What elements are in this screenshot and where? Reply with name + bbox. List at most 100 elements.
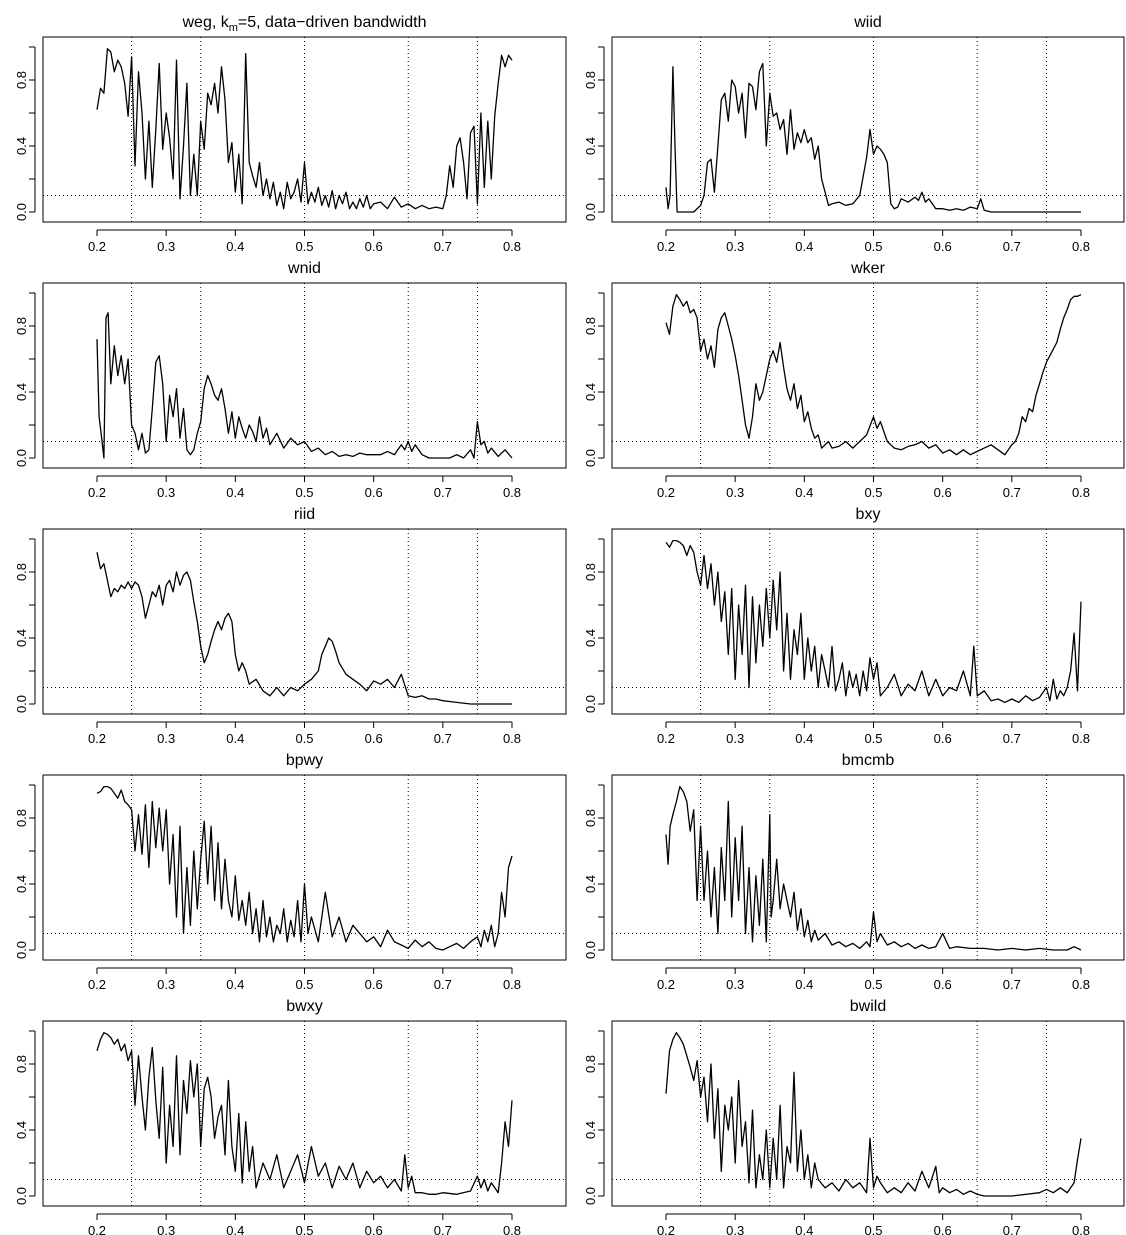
y-tick-label: 0.8 (14, 317, 29, 335)
plot-frame (611, 528, 1125, 715)
y-tick-label: 0.0 (583, 941, 598, 959)
y-tick-label: 0.0 (583, 695, 598, 713)
x-tick-label: 0.8 (1072, 485, 1090, 500)
x-tick-label: 0.2 (88, 977, 106, 992)
x-tick-label: 0.8 (503, 239, 521, 254)
plot-frame (611, 282, 1125, 469)
x-tick-label: 0.5 (864, 977, 882, 992)
x-tick-label: 0.5 (295, 731, 313, 746)
y-tick-label: 0.4 (583, 629, 598, 647)
series-line (96, 312, 513, 459)
panel-title-text: weg, k (181, 14, 229, 31)
x-tick-label: 0.6 (934, 977, 952, 992)
panel-4: riid 0.2 0.3 0.4 0.5 0.6 0.7 0.8 0.0 0.4 0.8 (14, 506, 567, 746)
y-tick-label: 0.0 (583, 1187, 598, 1205)
series-line (96, 1032, 513, 1195)
x-tick-label: 0.5 (864, 1223, 882, 1235)
x-tick-label: 0.2 (657, 731, 675, 746)
x-tick-label: 0.8 (1072, 977, 1090, 992)
plot-frame (611, 774, 1125, 961)
x-tick-label: 0.7 (1003, 1223, 1021, 1235)
panel-2: wnid 0.2 0.3 0.4 0.5 0.6 0.7 0.8 0.0 0.4 0.8 (14, 260, 567, 500)
x-tick-label: 0.3 (726, 239, 744, 254)
x-tick-label: 0.4 (226, 977, 244, 992)
panel-9: bwild 0.2 0.3 0.4 0.5 0.6 0.7 0.8 0.0 0.4 0.8 (583, 998, 1125, 1235)
x-tick-label: 0.3 (157, 485, 175, 500)
panel-title: wker (850, 260, 885, 277)
y-tick-label: 0.8 (583, 317, 598, 335)
y-tick-label: 0.4 (583, 137, 598, 155)
x-tick-label: 0.8 (503, 731, 521, 746)
panel-title: weg, km=5, data−driven bandwidth (181, 14, 426, 34)
x-tick-label: 0.7 (434, 1223, 452, 1235)
x-tick-label: 0.4 (226, 239, 244, 254)
y-tick-label: 0.8 (583, 563, 598, 581)
panel-0: weg, km=5, data−driven bandwidth 0.2 0.3 0.… (14, 14, 567, 254)
x-tick-label: 0.5 (295, 485, 313, 500)
panel-title: wnid (287, 260, 321, 277)
panel-1: wiid 0.2 0.3 0.4 0.5 0.6 0.7 0.8 0.0 0.4 0.8 (583, 14, 1125, 254)
y-tick-label: 0.8 (583, 1055, 598, 1073)
x-tick-label: 0.7 (1003, 977, 1021, 992)
x-tick-label: 0.5 (864, 731, 882, 746)
x-tick-label: 0.4 (795, 1223, 813, 1235)
x-tick-label: 0.6 (365, 239, 383, 254)
x-tick-label: 0.2 (88, 731, 106, 746)
x-tick-label: 0.6 (934, 731, 952, 746)
series-line (665, 1032, 1082, 1197)
series-line (96, 552, 512, 705)
series-line (96, 48, 513, 210)
x-tick-label: 0.6 (365, 731, 383, 746)
x-tick-label: 0.4 (795, 977, 813, 992)
series-line (665, 785, 1082, 951)
series-line (665, 539, 1082, 704)
x-tick-label: 0.5 (295, 1223, 313, 1235)
x-tick-label: 0.2 (88, 1223, 106, 1235)
x-tick-label: 0.7 (1003, 239, 1021, 254)
plot-frame (611, 1020, 1125, 1207)
x-tick-label: 0.3 (157, 731, 175, 746)
x-tick-label: 0.8 (1072, 239, 1090, 254)
x-tick-label: 0.6 (365, 485, 383, 500)
y-tick-label: 0.4 (583, 1121, 598, 1139)
panel-6: bpwy 0.2 0.3 0.4 0.5 0.6 0.7 0.8 0.0 0.4 0.8 (14, 752, 567, 992)
series-line (665, 293, 1082, 456)
x-tick-label: 0.8 (503, 977, 521, 992)
series-line (665, 62, 1081, 213)
x-tick-label: 0.5 (295, 977, 313, 992)
panel-title: riid (294, 506, 315, 523)
y-tick-label: 0.0 (14, 941, 29, 959)
panel-title: bwild (850, 998, 886, 1015)
y-tick-label: 0.4 (14, 1121, 29, 1139)
y-tick-label: 0.8 (14, 809, 29, 827)
panel-title: bwxy (286, 998, 322, 1015)
y-tick-label: 0.0 (14, 695, 29, 713)
x-tick-label: 0.2 (88, 485, 106, 500)
x-tick-label: 0.6 (365, 1223, 383, 1235)
x-tick-label: 0.4 (795, 239, 813, 254)
y-tick-label: 0.0 (14, 1187, 29, 1205)
x-tick-label: 0.8 (1072, 1223, 1090, 1235)
y-tick-label: 0.4 (14, 383, 29, 401)
x-tick-label: 0.8 (503, 1223, 521, 1235)
x-tick-label: 0.3 (157, 977, 175, 992)
x-tick-label: 0.4 (795, 485, 813, 500)
x-tick-label: 0.3 (157, 1223, 175, 1235)
x-tick-label: 0.7 (434, 731, 452, 746)
panel-7: bmcmb 0.2 0.3 0.4 0.5 0.6 0.7 0.8 0.0 0.4 0.8 (583, 752, 1125, 992)
x-tick-label: 0.2 (657, 239, 675, 254)
y-tick-label: 0.0 (14, 449, 29, 467)
y-tick-label: 0.0 (583, 449, 598, 467)
x-tick-label: 0.7 (434, 485, 452, 500)
x-tick-label: 0.2 (657, 485, 675, 500)
x-tick-label: 0.7 (434, 239, 452, 254)
plot-frame (611, 36, 1125, 223)
y-tick-label: 0.8 (14, 1055, 29, 1073)
x-tick-label: 0.4 (226, 1223, 244, 1235)
x-tick-label: 0.3 (726, 1223, 744, 1235)
x-tick-label: 0.3 (726, 485, 744, 500)
x-tick-label: 0.3 (157, 239, 175, 254)
y-tick-label: 0.0 (583, 203, 598, 221)
x-tick-label: 0.4 (226, 731, 244, 746)
